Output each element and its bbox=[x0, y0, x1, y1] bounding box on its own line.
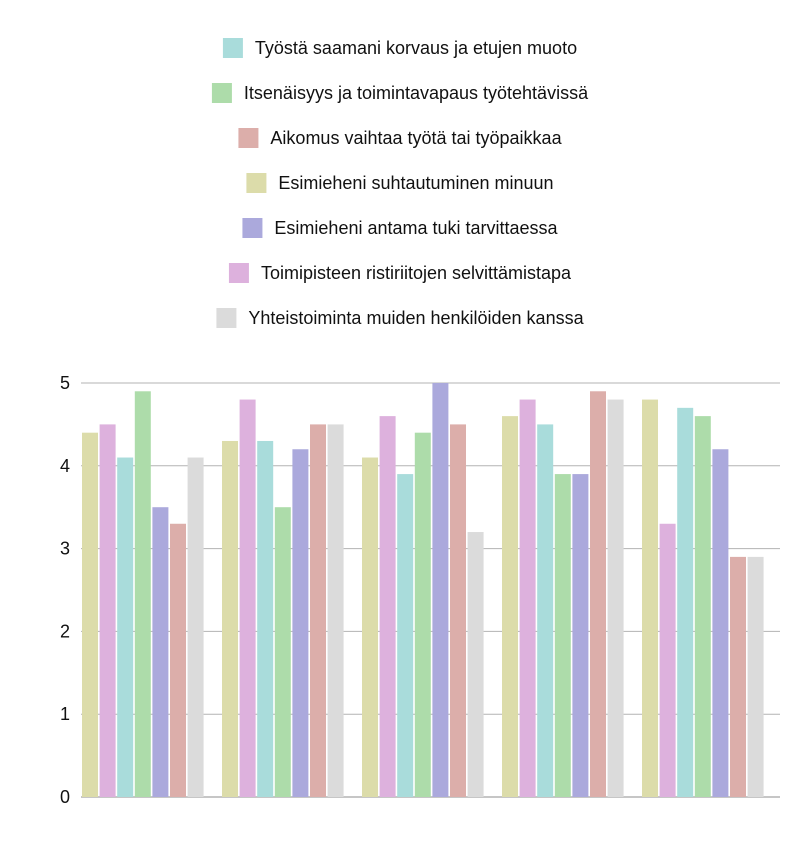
legend-swatch bbox=[216, 308, 237, 328]
bar bbox=[467, 532, 484, 797]
bar bbox=[677, 407, 694, 797]
legend-item: Yhteistoiminta muiden henkilöiden kanssa bbox=[216, 308, 585, 328]
legend-swatch bbox=[246, 173, 267, 193]
bar-group-4 bbox=[642, 399, 764, 797]
bar-group-3 bbox=[502, 391, 624, 797]
bar bbox=[414, 432, 431, 797]
bar bbox=[432, 383, 449, 797]
y-tick-label: 1 bbox=[60, 704, 70, 724]
bar bbox=[590, 391, 606, 797]
bar bbox=[99, 424, 116, 797]
legend-swatch bbox=[238, 128, 259, 148]
y-tick-label: 4 bbox=[60, 456, 70, 476]
bar bbox=[519, 399, 536, 797]
bar bbox=[310, 424, 326, 797]
bar bbox=[537, 424, 554, 797]
legend-label: Yhteistoiminta muiden henkilöiden kanssa bbox=[248, 308, 584, 328]
bar bbox=[694, 416, 711, 797]
bar bbox=[572, 474, 589, 797]
bar bbox=[292, 449, 309, 797]
legend-label: Työstä saamani korvaus ja etujen muoto bbox=[255, 38, 577, 58]
y-tick-label: 3 bbox=[60, 539, 70, 559]
bar bbox=[642, 399, 658, 797]
bar bbox=[607, 399, 624, 797]
legend-label: Toimipisteen ristiriitojen selvittämista… bbox=[261, 263, 572, 283]
bar bbox=[239, 399, 256, 797]
legend-item: Esimieheni suhtautuminen minuun bbox=[246, 173, 554, 193]
legend-label: Esimieheni suhtautuminen minuun bbox=[278, 173, 553, 193]
bar bbox=[554, 474, 571, 797]
bar bbox=[170, 523, 186, 797]
legend-swatch bbox=[211, 83, 232, 103]
legend-item: Esimieheni antama tuki tarvittaessa bbox=[242, 218, 559, 238]
bar bbox=[747, 556, 764, 797]
bar bbox=[117, 457, 134, 797]
bar bbox=[274, 507, 291, 797]
bar bbox=[502, 416, 518, 797]
bar bbox=[659, 523, 676, 797]
bar bbox=[134, 391, 151, 797]
y-tick-label: 0 bbox=[60, 787, 70, 807]
bar bbox=[362, 457, 378, 797]
legend-item: Työstä saamani korvaus ja etujen muoto bbox=[222, 38, 577, 58]
y-tick-label: 2 bbox=[60, 621, 70, 641]
y-tick-label: 5 bbox=[60, 373, 70, 393]
bar bbox=[257, 440, 274, 797]
legend-item: Itsenäisyys ja toimintavapaus työtehtävi… bbox=[211, 83, 589, 103]
bar bbox=[730, 556, 746, 797]
chart-legend: Työstä saamani korvaus ja etujen muoto It… bbox=[211, 38, 589, 328]
legend-label: Esimieheni antama tuki tarvittaessa bbox=[274, 218, 558, 238]
legend-item: Aikomus vaihtaa työtä tai työpaikkaa bbox=[238, 128, 563, 148]
legend-swatch bbox=[222, 38, 243, 58]
bar-group-1 bbox=[222, 399, 344, 797]
bar bbox=[152, 507, 169, 797]
legend-swatch bbox=[242, 218, 263, 238]
y-axis: 0 1 2 3 4 5 bbox=[60, 373, 70, 807]
bar bbox=[379, 416, 396, 797]
bar bbox=[450, 424, 466, 797]
legend-item: Toimipisteen ristiriitojen selvittämista… bbox=[228, 263, 572, 283]
bar bbox=[82, 432, 98, 797]
bar bbox=[712, 449, 729, 797]
legend-label: Aikomus vaihtaa työtä tai työpaikkaa bbox=[270, 128, 562, 148]
bar bbox=[327, 424, 344, 797]
bar bbox=[222, 440, 238, 797]
bar bbox=[187, 457, 204, 797]
legend-swatch bbox=[228, 263, 249, 283]
bar bbox=[397, 474, 414, 797]
bar-group-0 bbox=[82, 391, 204, 797]
chart-bars bbox=[82, 383, 764, 797]
bar-group-2 bbox=[362, 383, 484, 797]
legend-label: Itsenäisyys ja toimintavapaus työtehtävi… bbox=[244, 83, 589, 103]
